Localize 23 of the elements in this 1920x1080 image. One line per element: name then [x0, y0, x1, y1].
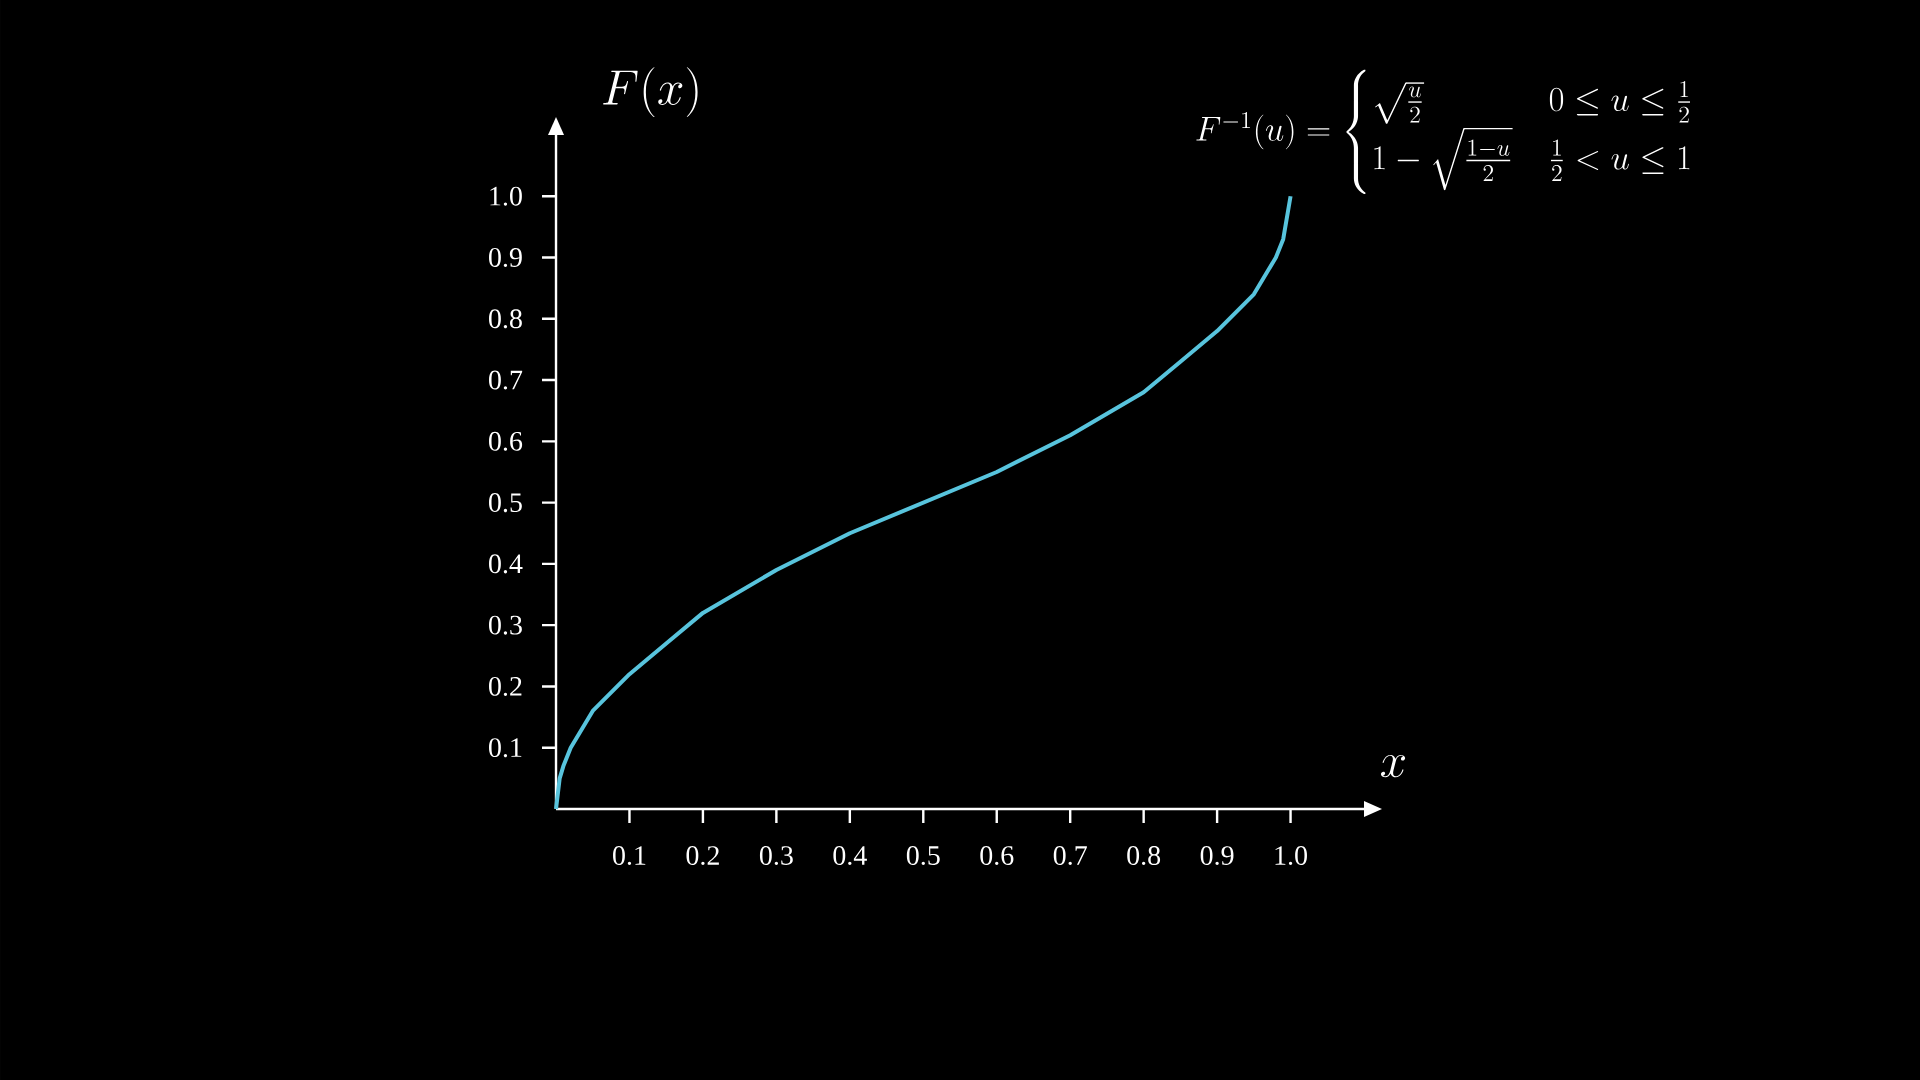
y-tick-label: 0.8: [489, 309, 522, 329]
y-tick-label: 0.7: [489, 370, 523, 390]
x-tick-label: 0.6: [980, 846, 1014, 866]
x-tick-label: 0.3: [759, 846, 793, 866]
x-tick-label: 0.9: [1200, 846, 1234, 866]
x-axis-title: $x$: [1380, 754, 1406, 778]
x-tick-label: 0.2: [686, 846, 719, 866]
x-tick-label: 1.0: [1275, 846, 1307, 866]
y-tick-label: 0.6: [489, 431, 523, 451]
y-tick-label: 0.2: [489, 676, 522, 696]
y-tick-label: 0.9: [489, 248, 522, 268]
y-tick-label: 1.0: [490, 186, 522, 206]
x-tick-label: 0.1: [613, 846, 646, 866]
y-tick-label: 0.4: [489, 554, 523, 574]
y-tick-label: 0.5: [489, 493, 522, 513]
y-tick-label: 0.1: [489, 738, 522, 758]
x-tick-label: 0.4: [833, 846, 867, 866]
x-tick-label: 0.7: [1053, 846, 1087, 866]
annotation: $F^{-1}(u) = \begin{cases} \sqrt{\frac{u}{2}} & 0 \leq u \leq \frac{1}{2} \\ 1 - \sqrt{\frac{1-u}{2}} & \frac{1}{2} < u \leq 1 \end{cases}$: [1196, 69, 1691, 195]
y-tick-label: 0.3: [489, 615, 522, 635]
x-tick-label: 0.8: [1127, 846, 1161, 866]
y-axis-title: $F(x)$: [603, 67, 698, 117]
x-tick-label: 0.5: [906, 846, 940, 866]
